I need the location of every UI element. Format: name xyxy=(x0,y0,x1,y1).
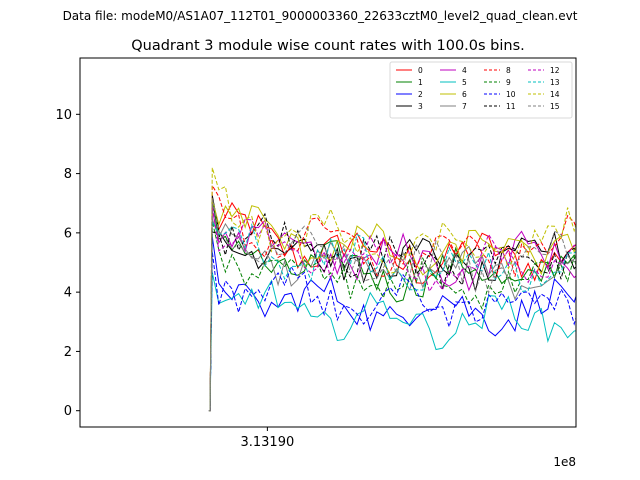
legend-label: 6 xyxy=(462,90,467,99)
y-tick-label: 4 xyxy=(64,286,72,301)
series-line-10 xyxy=(208,251,576,412)
series-line-11 xyxy=(208,212,576,412)
legend-label: 12 xyxy=(550,66,560,75)
x-tick-label: 3.13190 xyxy=(240,435,294,450)
x-axis: 3.131903.131953.132003.132053.132103.132… xyxy=(240,427,294,450)
y-tick-label: 8 xyxy=(64,167,72,182)
chart-title: Quadrant 3 module wise count rates with … xyxy=(131,38,525,54)
legend-label: 11 xyxy=(506,102,516,111)
legend-label: 9 xyxy=(506,78,511,87)
x-axis-offset-label: 1e8 xyxy=(553,455,576,469)
y-tick-label: 2 xyxy=(64,345,72,360)
y-tick-label: 6 xyxy=(64,226,72,241)
legend-label: 4 xyxy=(462,66,467,75)
legend-label: 2 xyxy=(418,90,423,99)
legend-box xyxy=(389,61,573,119)
series-line-4 xyxy=(208,209,576,412)
legend-label: 5 xyxy=(462,78,467,87)
series-line-14 xyxy=(208,167,576,412)
legend-label: 8 xyxy=(506,66,511,75)
legend-label: 7 xyxy=(462,102,467,111)
y-tick-label: 10 xyxy=(55,108,72,123)
legend-label: 3 xyxy=(418,102,423,111)
series-line-8 xyxy=(208,183,576,412)
series-line-2 xyxy=(208,236,576,412)
legend-label: 1 xyxy=(418,78,423,87)
legend-label: 14 xyxy=(550,90,560,99)
legend-label: 0 xyxy=(418,66,423,75)
series-line-6 xyxy=(208,199,576,412)
y-tick-label: 0 xyxy=(64,404,72,419)
chart-suptitle: Data file: modeM0/AS1A07_112T01_90000033… xyxy=(63,9,578,23)
series-line-7 xyxy=(208,218,576,412)
legend-label: 15 xyxy=(550,102,560,111)
y-axis: 0 2 4 6 8 10 xyxy=(55,108,80,419)
plot-area xyxy=(79,57,577,428)
legend-label: 13 xyxy=(550,78,560,87)
legend-label: 10 xyxy=(506,90,516,99)
